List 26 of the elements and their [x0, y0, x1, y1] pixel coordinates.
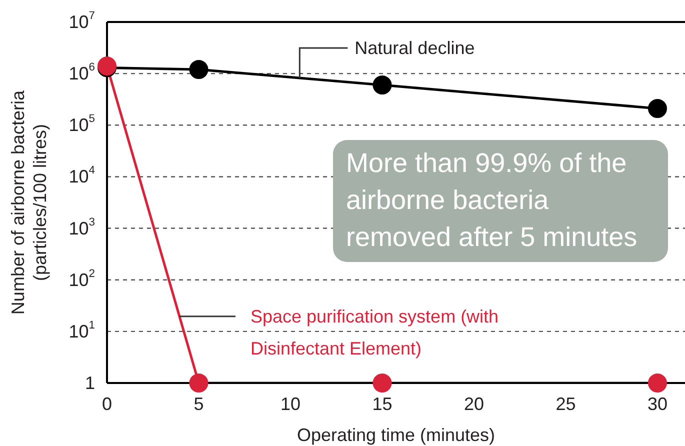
series-label: Natural decline: [354, 38, 475, 58]
y-tick-label: 10$^{1}$: [68, 319, 95, 342]
y-tick-label: 10$^{4}$: [68, 164, 95, 187]
point: [648, 374, 667, 392]
y-axis-title: Number of airborne bacteria (particles/100 litres): [8, 89, 50, 315]
y-tick-label: 10$^{5}$: [68, 113, 95, 136]
series-label: Space purification system (with Disinfectant Element): [250, 306, 499, 358]
x-tick-label: 10: [280, 394, 301, 414]
point: [189, 374, 208, 392]
x-tick-label: 15: [372, 394, 392, 414]
point: [372, 374, 392, 392]
y-tick-label: 10$^{3}$: [68, 216, 95, 238]
y-tick-label: 1: [84, 373, 95, 393]
point: [648, 99, 667, 118]
x-tick-label: 0: [102, 394, 112, 414]
x-axis-title: Operating time (minutes): [296, 425, 496, 445]
y-tick-label: 10$^{2}$: [68, 268, 95, 290]
x-tick-label: 5: [194, 394, 204, 414]
x-tick-label: 25: [556, 394, 576, 414]
point: [189, 60, 208, 79]
y-tick-label: 10$^{7}$: [68, 10, 95, 32]
x-tick-label: 30: [647, 394, 668, 414]
x-tick-label: 20: [464, 394, 484, 414]
annotation: More than 99.9% of the airborne bacteria removed after 5 minutes: [333, 140, 668, 262]
point: [372, 76, 392, 95]
y-tick-label: 10$^{6}$: [68, 62, 95, 84]
